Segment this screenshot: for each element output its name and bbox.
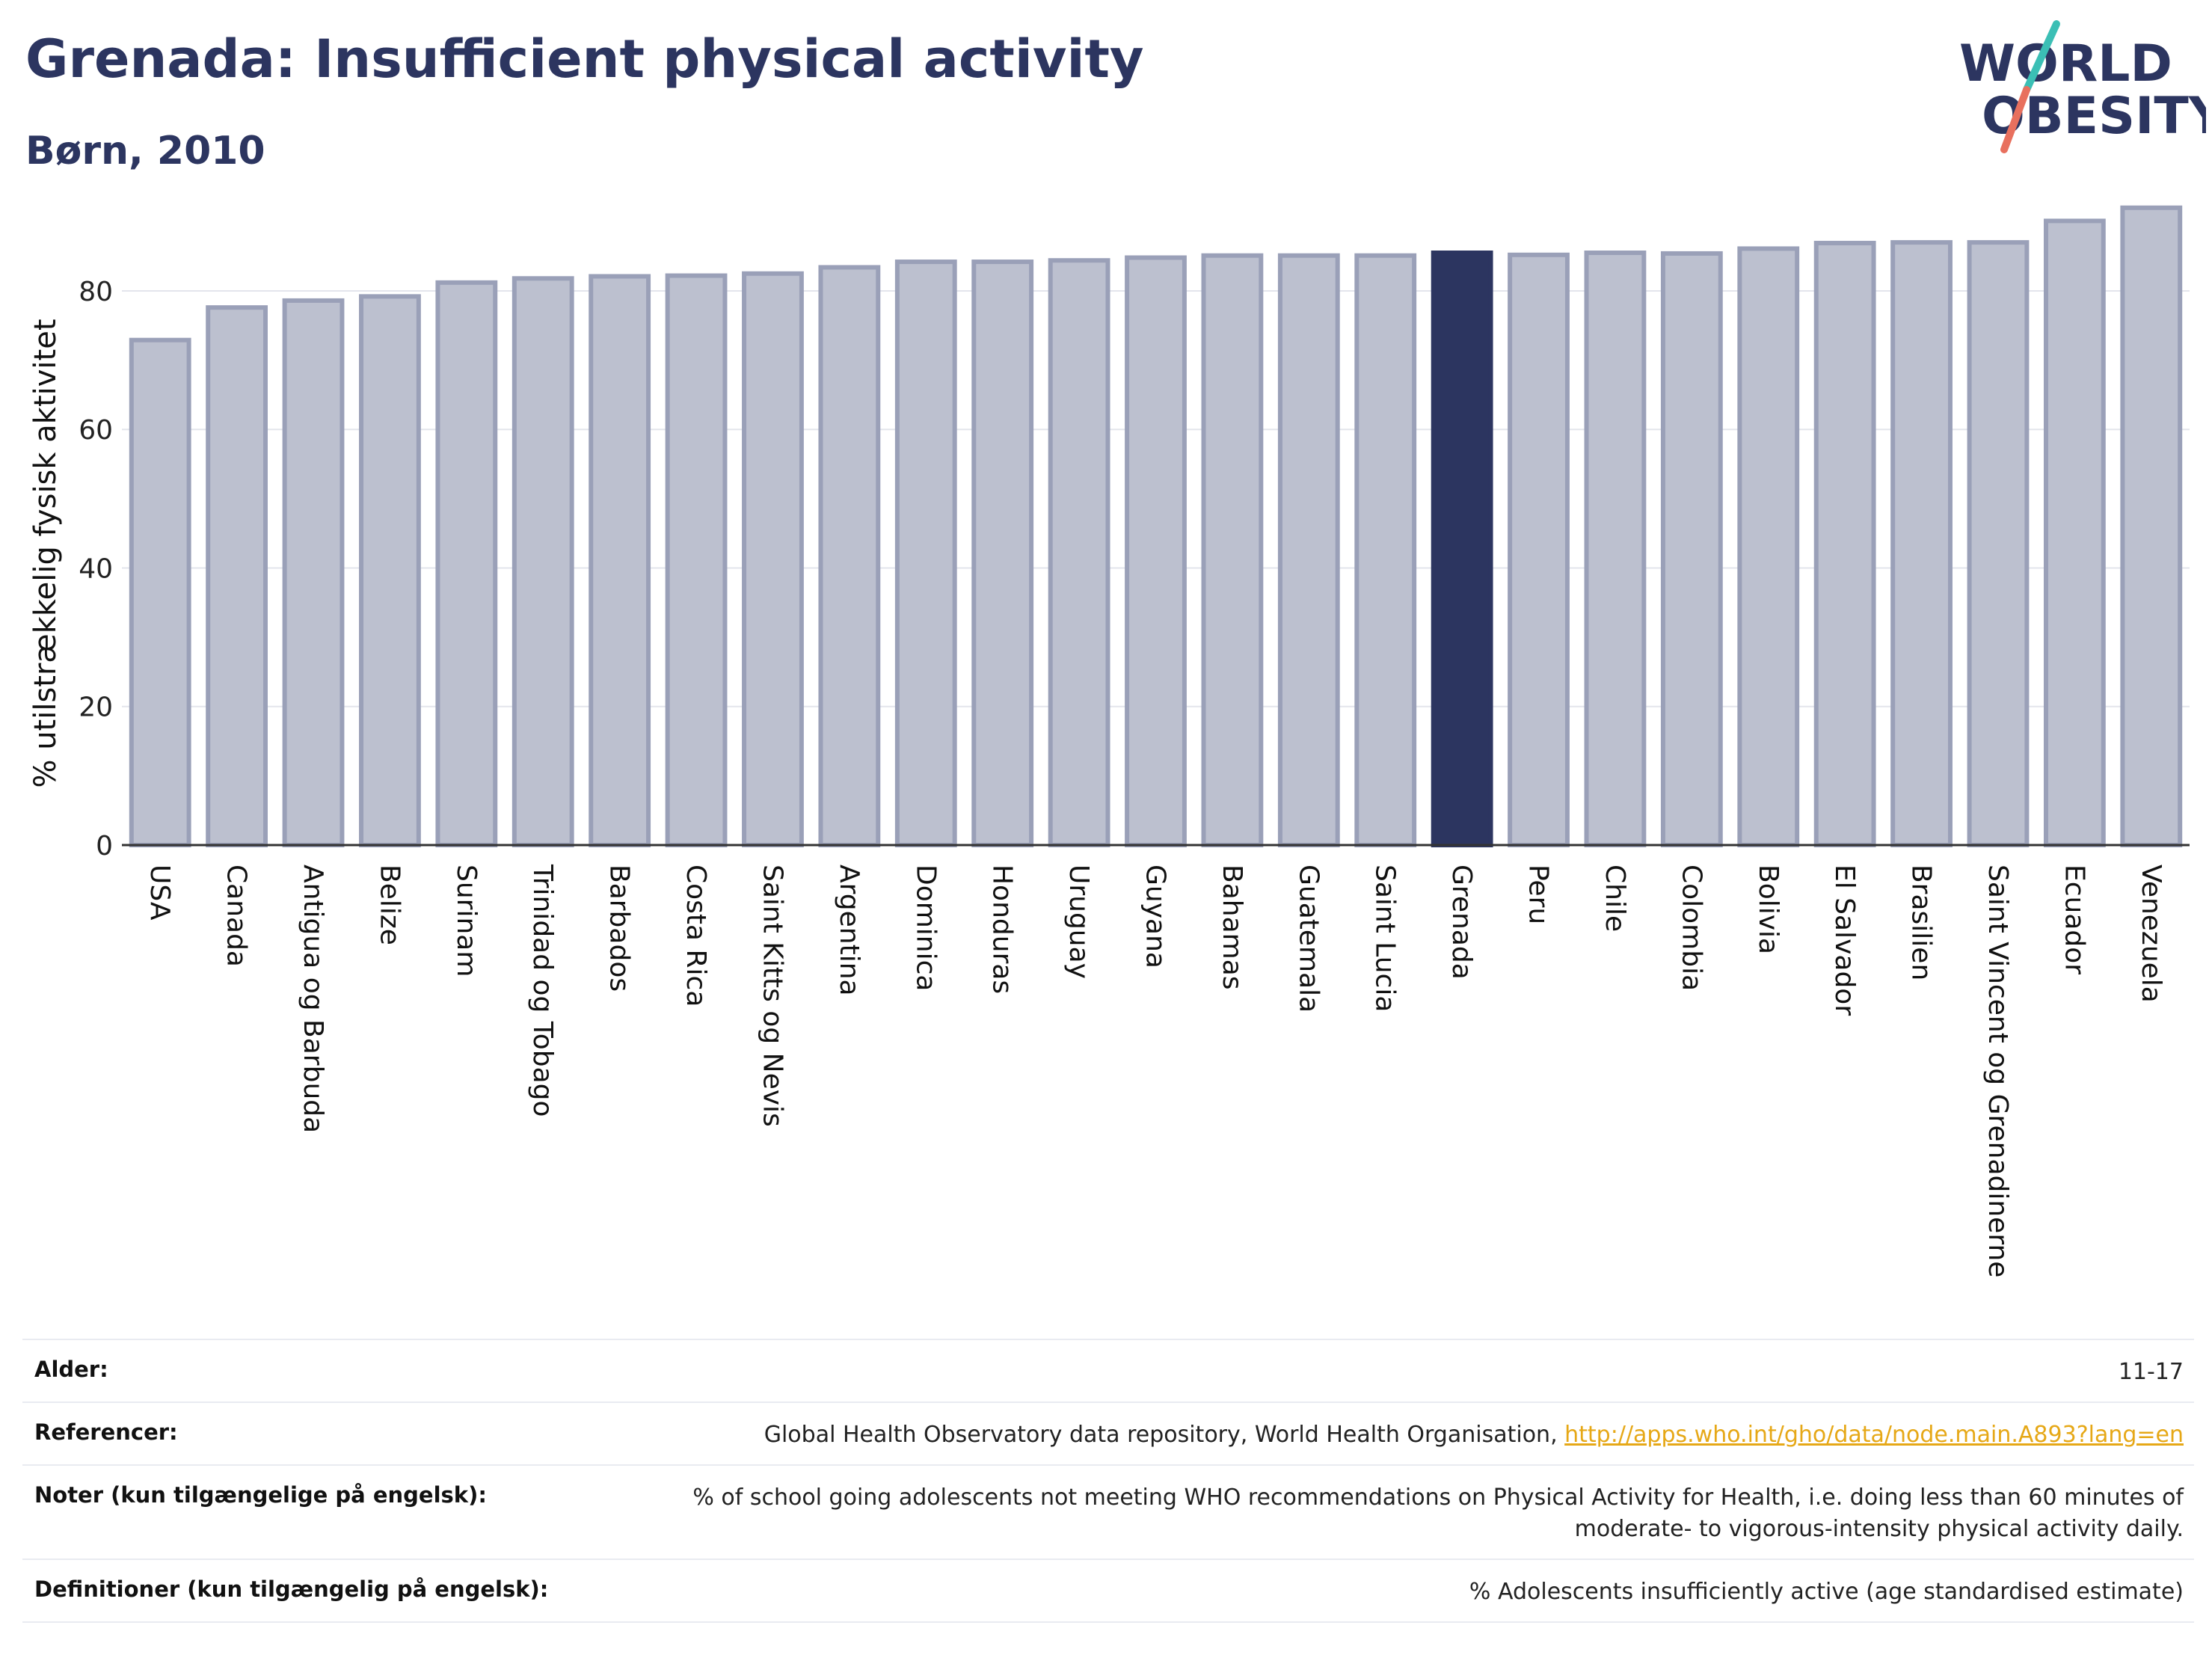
info-row-notes: Noter (kun tilgængelige på engelsk): % o… [22, 1464, 2194, 1559]
x-tick-label: Uruguay [1063, 865, 1094, 979]
x-tick-label: Antigua og Barbuda [298, 865, 328, 1133]
reference-text: Global Health Observatory data repositor… [764, 1422, 1565, 1448]
bar-saint-lucia [1354, 253, 1417, 847]
info-value: % of school going adolescents not meetin… [692, 1484, 2184, 1542]
info-value-references: Global Health Observatory data repositor… [764, 1419, 2184, 1451]
x-tick-label: El Salvador [1829, 865, 1860, 1016]
x-tick-label: Bolivia [1753, 865, 1784, 954]
x-tick-label: Bahamas [1217, 865, 1247, 990]
y-tick-label: 0 [96, 831, 113, 862]
x-tick-label: Venezuela [2136, 865, 2166, 1003]
x-tick-label: Guyana [1140, 865, 1171, 968]
bar-trinidad-og-tobago [511, 276, 574, 847]
y-tick-label: 40 [79, 553, 113, 584]
x-tick-label: Saint Lucia [1370, 865, 1401, 1012]
x-tick-label: Dominica [910, 865, 941, 992]
x-tick-label: Chile [1600, 865, 1630, 932]
x-tick-label: Trinidad og Tobago [527, 864, 558, 1117]
x-tick-label: Saint Kitts og Nevis [757, 865, 787, 1127]
info-row-references: Referencer: Global Health Observatory da… [22, 1401, 2194, 1464]
page-subtitle: Børn, 2010 [25, 129, 265, 174]
world-obesity-logo: WORLD OBESITY [1959, 20, 2206, 153]
info-row-age: Alder: 11-17 [22, 1339, 2194, 1401]
bar-argentina [818, 265, 881, 847]
x-tick-label: Barbados [604, 865, 635, 992]
bar-colombia [1660, 251, 1723, 847]
bar-venezuela [2120, 205, 2183, 847]
bar-grenada [1431, 251, 1493, 847]
bar-chile [1584, 251, 1647, 847]
info-label: Noter (kun tilgængelige på engelsk): [34, 1482, 487, 1508]
bars [129, 205, 2183, 848]
bar-guatemala [1277, 253, 1340, 847]
bar-ecuador [2043, 218, 2106, 847]
bar-bahamas [1201, 253, 1264, 847]
info-table: Alder: 11-17 Referencer: Global Health O… [22, 1339, 2194, 1623]
x-axis-labels: USA Canada Antigua og Barbuda Belize Surinam… [144, 864, 2166, 1277]
x-tick-label: Grenada [1446, 865, 1477, 980]
bar-costa-rica [665, 273, 728, 847]
bar-peru [1508, 252, 1570, 848]
info-label: Definitioner (kun tilgængelig på engelsk… [34, 1576, 549, 1602]
bar-uruguay [1048, 258, 1110, 848]
info-label: Alder: [34, 1357, 108, 1382]
info-label: Referencer: [34, 1419, 178, 1445]
x-tick-label: Costa Rica [681, 865, 711, 1007]
reference-link[interactable]: http://apps.who.int/gho/data/node.main.A… [1564, 1422, 2184, 1448]
y-tick-label: 80 [79, 277, 113, 307]
info-row-definitions: Definitioner (kun tilgængelig på engelsk… [22, 1559, 2194, 1623]
info-value: % Adolescents insufficiently active (age… [1469, 1579, 2184, 1605]
x-tick-label: Argentina [834, 865, 864, 996]
bar-el-salvador [1813, 241, 1876, 848]
y-tick-label: 20 [79, 693, 113, 723]
y-axis-ticks: 0 20 40 60 80 [79, 277, 113, 862]
bar-belize [359, 294, 421, 847]
bar-surinam [435, 280, 498, 847]
x-tick-label: Surinam [451, 865, 482, 977]
bar-dominica [894, 260, 957, 847]
x-tick-label: Belize [374, 865, 405, 945]
info-value: 11-17 [2118, 1359, 2184, 1385]
x-tick-label: Ecuador [2059, 865, 2089, 974]
bar-saint-kitts-og-nevis [742, 271, 804, 847]
logo-slash-coral [2000, 86, 2030, 153]
page-title: Grenada: Insufficient physical activity [25, 28, 1144, 90]
bar-brasilien [1890, 240, 1953, 847]
bar-chart: 0 20 40 60 80 USA Canada Antigua og Barbuda Bel… [28, 205, 2190, 1277]
y-tick-label: 60 [79, 415, 113, 446]
bar-usa [129, 337, 191, 848]
bar-saint-vincent-og-grenadinerne [1967, 240, 2030, 847]
x-tick-label: Canada [221, 865, 252, 967]
x-tick-label: Colombia [1676, 865, 1706, 991]
x-tick-label: Guatemala [1293, 865, 1324, 1013]
x-tick-label: Honduras [987, 865, 1018, 994]
y-axis-title: % utilstrækkelig fysisk aktivitet [28, 319, 63, 787]
x-tick-label: USA [144, 865, 175, 921]
bar-antigua-og-barbuda [282, 298, 345, 848]
bar-honduras [971, 260, 1034, 847]
x-tick-label: Peru [1523, 865, 1554, 924]
bar-canada [206, 305, 268, 847]
bar-guyana [1125, 255, 1187, 848]
bar-bolivia [1737, 246, 1800, 848]
x-tick-label: Saint Vincent og Grenadinerne [1982, 865, 2013, 1277]
bar-barbados [589, 274, 651, 847]
logo-slash-teal [2023, 20, 2060, 93]
x-tick-label: Brasilien [1906, 865, 1937, 980]
logo-text-line1: WORLD [1959, 34, 2172, 93]
